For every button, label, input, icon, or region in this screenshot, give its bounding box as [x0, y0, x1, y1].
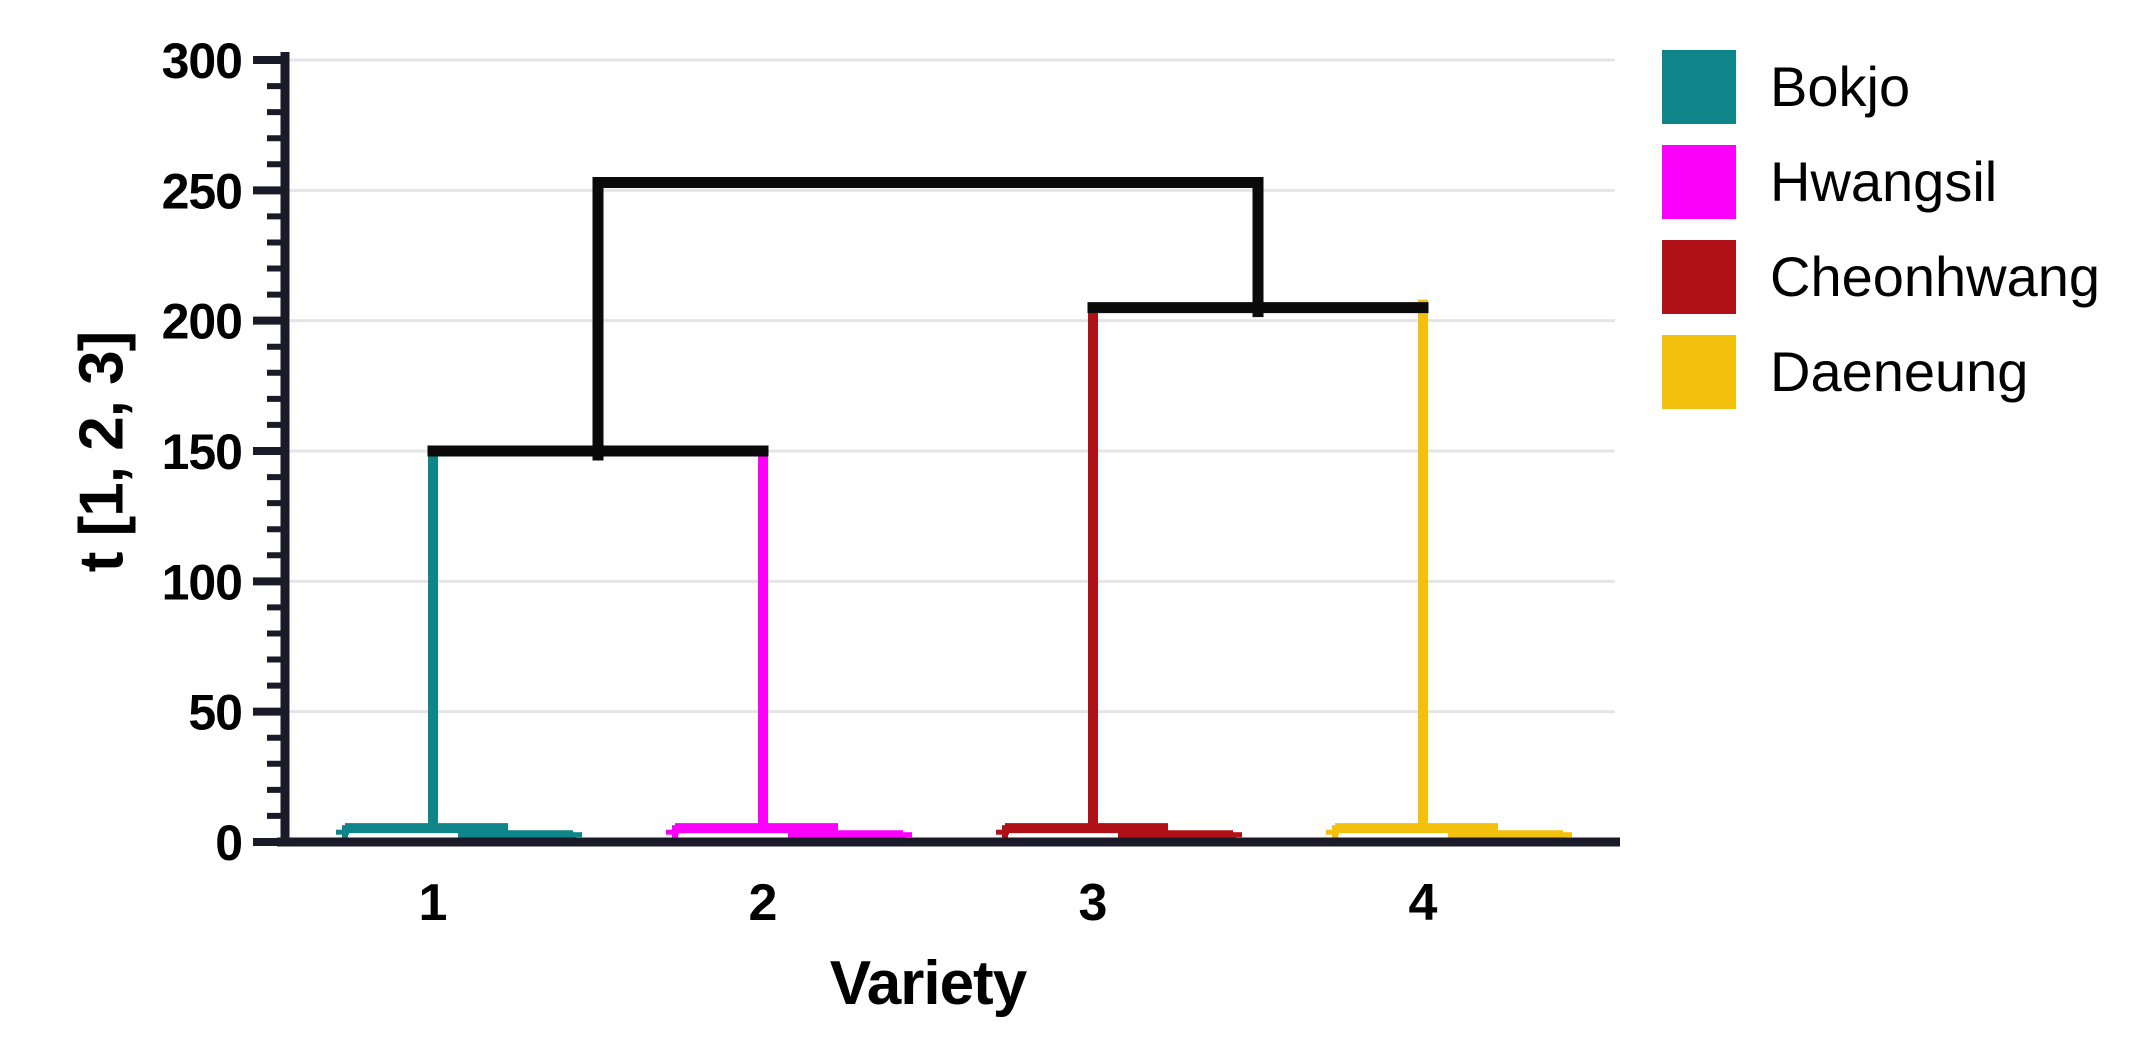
legend-label: Hwangsil	[1770, 150, 1998, 213]
y-tick-label-0: 0	[215, 815, 242, 871]
y-tick-label-150: 150	[162, 424, 242, 480]
legend-item-hwangsil: Hwangsil	[1662, 145, 2100, 219]
x-tick-label-1: 1	[419, 874, 448, 932]
y-tick-label-250: 250	[162, 163, 242, 219]
legend-label: Daeneung	[1770, 340, 2029, 403]
x-tick-label-2: 2	[749, 874, 778, 932]
x-axis-title: Variety	[829, 949, 1027, 1018]
legend-label: Bokjo	[1770, 55, 1911, 118]
legend-swatch-daeneung	[1662, 335, 1736, 409]
y-tick-label-50: 50	[188, 685, 242, 741]
legend-swatch-cheonhwang	[1662, 240, 1736, 314]
legend: Bokjo Hwangsil Cheonhwang Daeneung	[1662, 50, 2100, 409]
legend-item-bokjo: Bokjo	[1662, 50, 2100, 124]
legend-label: Cheonhwang	[1770, 245, 2101, 308]
legend-swatch-hwangsil	[1662, 145, 1736, 219]
x-tick-label-4: 4	[1409, 874, 1438, 932]
x-tick-label-3: 3	[1079, 874, 1108, 932]
legend-swatch-bokjo	[1662, 50, 1736, 124]
y-tick-label-100: 100	[162, 554, 242, 610]
merge-link-root	[592, 177, 1264, 461]
legend-item-cheonhwang: Cheonhwang	[1662, 240, 2100, 314]
y-tick-label-300: 300	[162, 33, 242, 89]
y-axis-title: t [1, 2, 3]	[67, 331, 137, 573]
legend-item-daeneung: Daeneung	[1662, 335, 2100, 409]
y-tick-label-200: 200	[162, 294, 242, 350]
